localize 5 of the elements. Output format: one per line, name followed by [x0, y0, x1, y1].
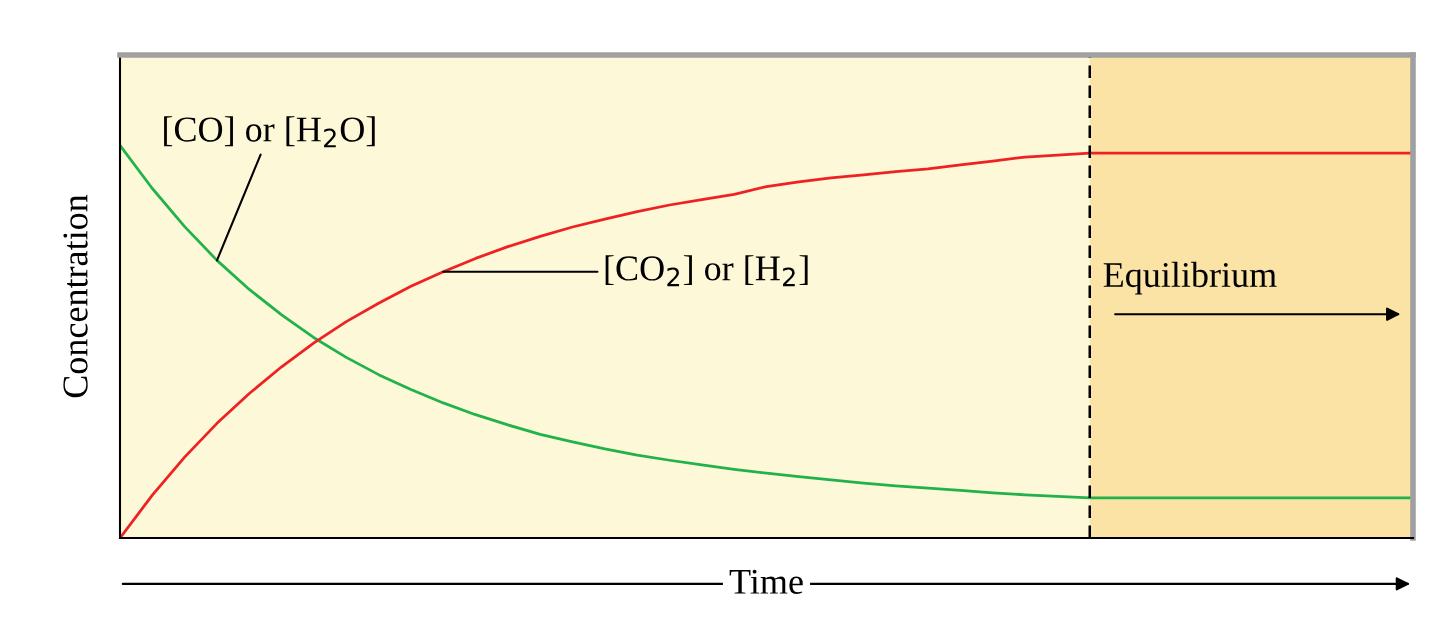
series-label: [CO] or [H$_{2}$O]: [164, 116, 375, 148]
series-label: [CO$_{2}$] or [H$_{2}$]: [605, 255, 808, 287]
y-axis-title: Concentration: [63, 194, 88, 398]
x-axis-title: Time: [729, 569, 803, 594]
annotation: Equilibrium: [1103, 261, 1277, 295]
